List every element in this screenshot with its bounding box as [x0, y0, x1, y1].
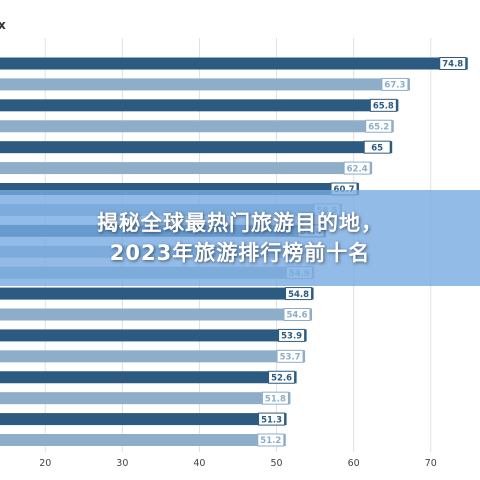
value-label-box [276, 349, 304, 363]
value-label: 51.3 [261, 415, 282, 425]
title-banner: 揭秘全球最热门旅游目的地， 2023年旅游排行榜前十名 [0, 190, 480, 286]
value-label: 54.6 [287, 311, 308, 321]
bar [0, 162, 373, 175]
value-label: 52.6 [271, 373, 292, 383]
value-label: 53.9 [281, 332, 302, 342]
value-label-box [381, 77, 409, 91]
x-tick-label: 30 [116, 458, 128, 469]
value-label-box [268, 370, 296, 384]
x-tick-label: 20 [39, 458, 51, 469]
bar [0, 141, 393, 154]
banner-title-line-1: 揭秘全球最热门旅游目的地， [97, 211, 383, 235]
bar [0, 392, 291, 405]
bar [0, 413, 287, 426]
value-label: 74.8 [442, 60, 463, 70]
bar [0, 78, 410, 91]
bar [0, 434, 286, 446]
x-tick-label: 60 [348, 458, 360, 469]
bar [0, 120, 394, 133]
bar [0, 57, 468, 70]
value-label: 51.2 [260, 436, 281, 446]
value-label: 53.7 [280, 353, 301, 363]
bar [0, 350, 306, 363]
bar [0, 329, 307, 342]
bar [0, 371, 297, 384]
value-label: 65 [371, 143, 383, 153]
value-label-box [285, 287, 313, 301]
value-label-box [257, 433, 285, 447]
value-label: 65.2 [368, 122, 389, 132]
value-label-box [363, 140, 391, 154]
value-label: 67.3 [384, 81, 405, 91]
x-axis: 20 30 40 50 60 70 [39, 458, 437, 469]
value-label-box [365, 119, 393, 133]
bar [0, 287, 314, 300]
value-label-box [258, 412, 286, 426]
x-tick-label: 40 [193, 458, 205, 469]
value-label-box [369, 98, 397, 112]
banner-title-line-2: 2023年旅游排行榜前十名 [109, 241, 371, 265]
top-label: x [0, 18, 6, 32]
value-label-box [283, 308, 311, 321]
bar [0, 99, 399, 112]
x-tick-label: 70 [425, 458, 437, 469]
x-tick-label: 50 [271, 458, 283, 469]
value-label: 65.8 [373, 102, 394, 112]
value-label-box [261, 391, 289, 405]
value-label: 54.8 [288, 290, 309, 300]
bar [0, 308, 313, 321]
value-label-box [278, 328, 306, 342]
value-label: 51.8 [265, 394, 286, 404]
value-label-box [439, 57, 467, 70]
value-label: 62.4 [347, 164, 368, 174]
value-label-box [343, 161, 371, 175]
